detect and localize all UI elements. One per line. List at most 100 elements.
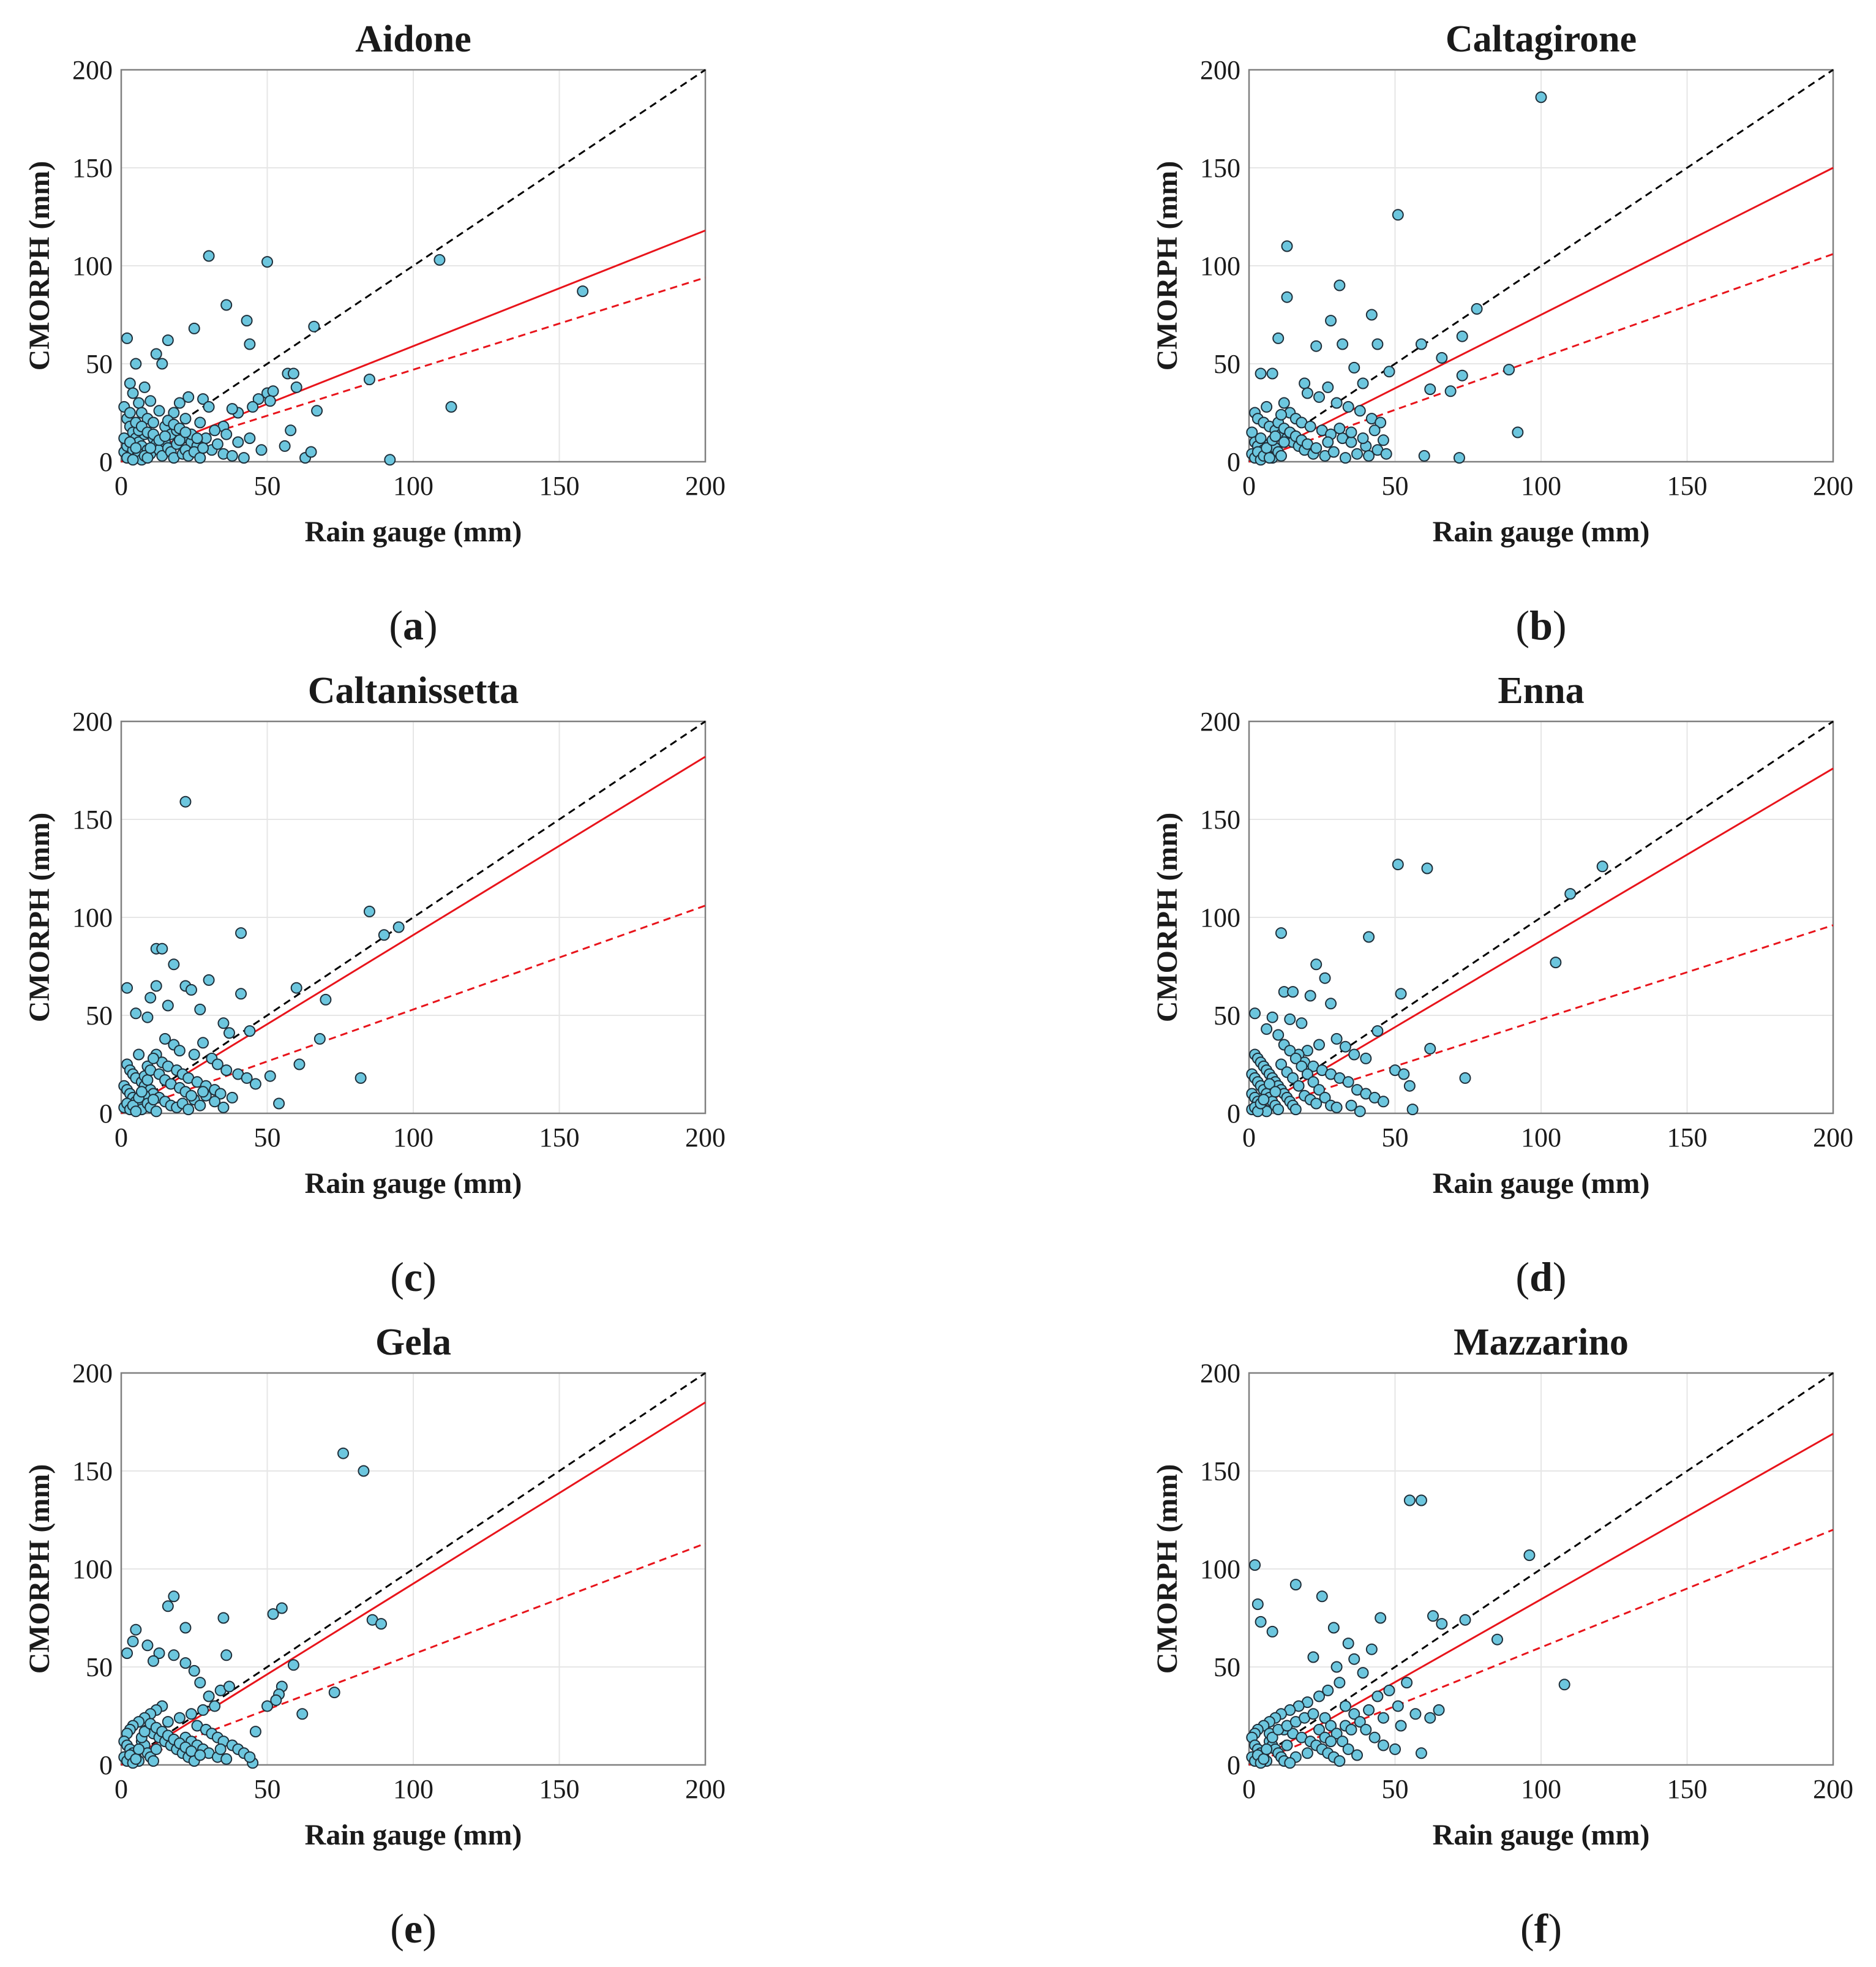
data-point	[144, 442, 157, 454]
data-point	[1322, 1684, 1334, 1696]
data-point	[130, 1105, 142, 1118]
panel-label: (d)	[1515, 1254, 1566, 1300]
data-point	[1357, 432, 1369, 445]
data-point	[363, 905, 375, 917]
data-point	[235, 927, 247, 939]
x-tick-label: 150	[1667, 1123, 1708, 1153]
data-point	[1287, 1072, 1299, 1084]
data-point	[1342, 1076, 1354, 1088]
data-point	[1337, 1736, 1349, 1748]
x-tick-label: 100	[393, 1123, 433, 1153]
data-point	[305, 446, 317, 458]
data-point	[1266, 1011, 1278, 1023]
panel-label-close: )	[422, 1905, 437, 1952]
chart-title: Mazzarino	[1454, 1322, 1629, 1363]
panel-label-close: )	[1553, 602, 1567, 649]
data-point	[150, 348, 162, 360]
data-point	[1296, 1017, 1308, 1029]
regression-line	[121, 230, 706, 463]
x-axis-label: Rain gauge (mm)	[1433, 1819, 1650, 1851]
x-tick-label: 50	[1382, 1774, 1409, 1804]
x-tick-label: 50	[254, 1123, 281, 1153]
data-point	[1325, 1736, 1337, 1748]
data-point	[1313, 1723, 1325, 1736]
data-point	[1249, 1007, 1261, 1020]
data-point	[290, 381, 302, 393]
plot-frame	[120, 69, 707, 463]
data-point	[232, 436, 244, 448]
regression-line-dashed	[121, 1542, 706, 1766]
data-point	[1284, 1045, 1296, 1057]
chart-title: Caltagirone	[1446, 18, 1637, 60]
data-point	[1406, 1104, 1419, 1116]
data-point	[1357, 1667, 1369, 1679]
y-tick-label: 0	[1227, 447, 1240, 477]
data-point	[1365, 1643, 1378, 1655]
data-point	[363, 374, 375, 386]
data-point	[173, 1712, 186, 1724]
plot-frame	[120, 1372, 707, 1766]
data-point	[1275, 408, 1287, 421]
data-point	[130, 358, 142, 370]
data-point	[1319, 1712, 1331, 1724]
data-point	[1433, 1704, 1445, 1716]
panel-label-letter: a	[403, 602, 424, 649]
data-point	[1313, 1690, 1325, 1702]
y-tick-label: 150	[72, 1456, 113, 1486]
data-point	[1255, 432, 1267, 445]
regression-line	[121, 756, 706, 1115]
panel-label-open: (	[1515, 1254, 1529, 1300]
data-point	[124, 407, 136, 419]
data-point	[197, 1086, 209, 1098]
data-point	[1398, 1068, 1410, 1080]
data-point	[1436, 1618, 1448, 1630]
data-point	[138, 1726, 151, 1738]
data-point	[147, 416, 159, 429]
data-point	[194, 452, 206, 464]
x-tick-label: 150	[539, 471, 580, 501]
data-point	[1310, 958, 1323, 971]
x-tick-label: 0	[1242, 1774, 1256, 1804]
regression-line-dashed	[1248, 253, 1834, 463]
data-point	[156, 358, 168, 370]
data-point	[1263, 452, 1275, 464]
data-point	[264, 1070, 276, 1082]
data-point	[311, 405, 323, 417]
data-point	[1512, 426, 1524, 438]
data-point	[1360, 1723, 1372, 1736]
data-point	[1409, 1708, 1422, 1720]
data-point	[264, 395, 276, 407]
data-point	[285, 424, 297, 437]
data-point	[1363, 449, 1375, 462]
data-point	[1313, 1039, 1325, 1051]
y-axis-label: CMORPH (mm)	[1151, 161, 1184, 371]
data-point	[1421, 862, 1433, 874]
data-point	[1564, 888, 1577, 900]
x-tick-label: 50	[254, 1774, 281, 1804]
y-tick-label: 150	[72, 153, 113, 183]
data-point	[1368, 1731, 1381, 1743]
data-point	[203, 250, 215, 262]
data-point	[1301, 387, 1313, 399]
data-point	[255, 444, 268, 456]
data-point	[1348, 1708, 1360, 1720]
identity-line	[121, 69, 706, 463]
data-point	[378, 929, 390, 941]
data-point	[156, 942, 168, 955]
data-point	[577, 285, 589, 298]
y-tick-label: 0	[99, 447, 113, 477]
data-point	[168, 407, 180, 419]
data-point	[433, 254, 446, 266]
y-tick-label: 50	[86, 1652, 113, 1682]
y-tick-label: 0	[99, 1750, 113, 1780]
data-point	[191, 432, 203, 445]
data-point	[130, 1623, 142, 1636]
data-point	[173, 1045, 186, 1057]
data-point	[197, 393, 209, 405]
y-tick-label: 50	[1214, 349, 1240, 379]
data-point	[1299, 377, 1311, 389]
data-point	[220, 299, 233, 311]
data-point	[220, 1649, 233, 1661]
data-point	[1371, 338, 1384, 350]
data-point	[287, 367, 299, 380]
